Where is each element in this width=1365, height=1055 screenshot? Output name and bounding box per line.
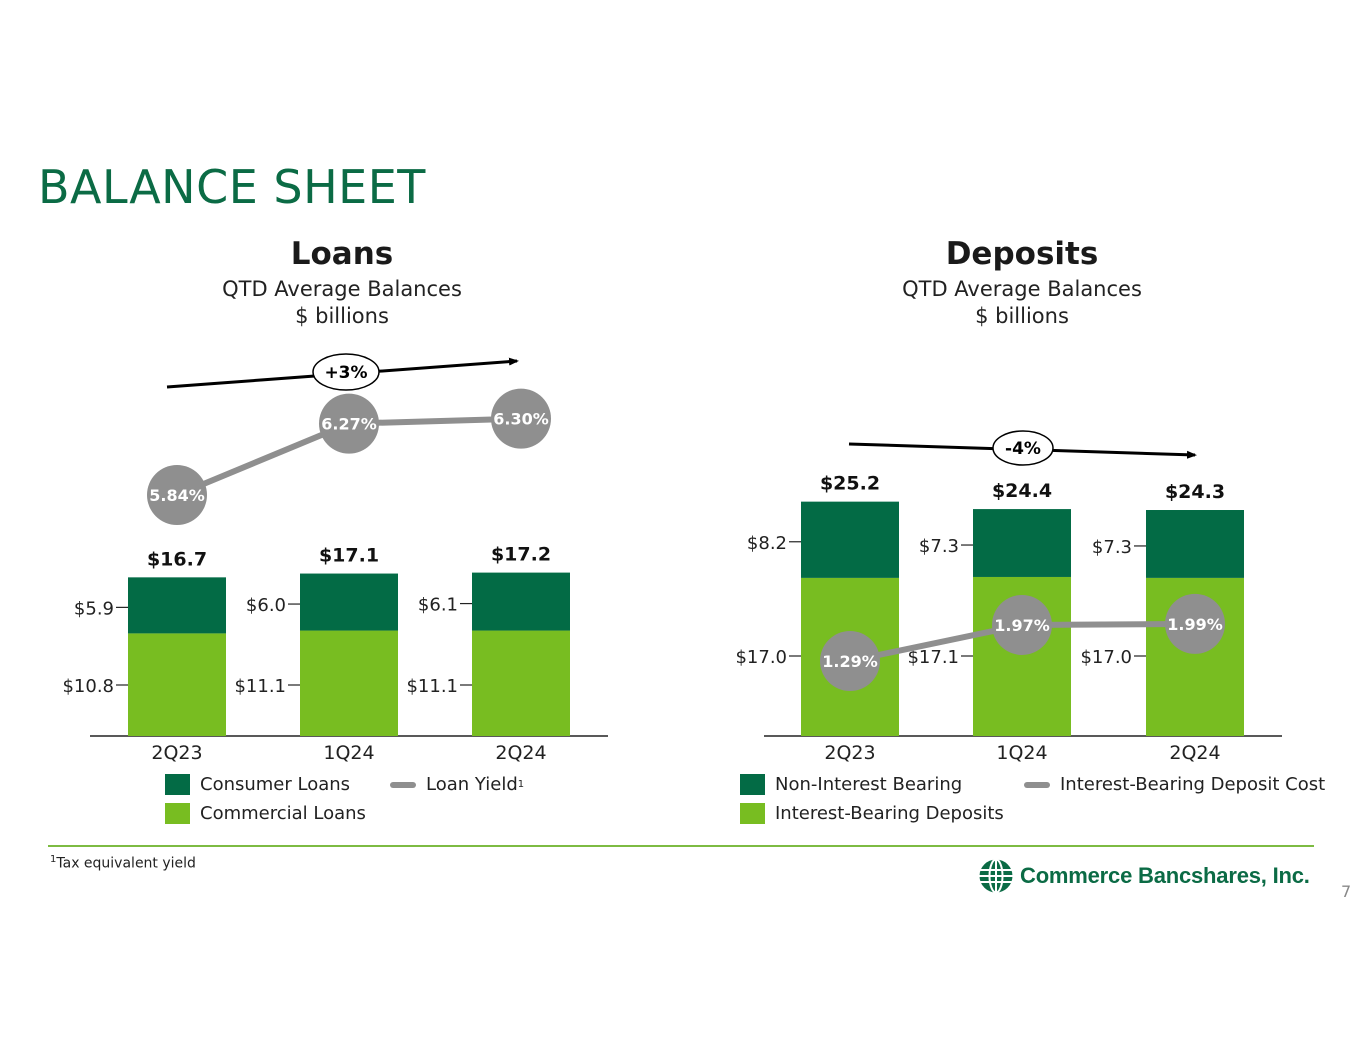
- loans-tick-label: 1Q24: [323, 742, 374, 764]
- legend-non-interest-bearing: Non-Interest Bearing: [740, 774, 962, 795]
- deposits-trend-badge: [992, 430, 1054, 466]
- deposits-bar-non-interest-bearing-1q24: [973, 509, 1071, 577]
- loans-segment-label-consumer-loans: $6.1: [418, 595, 458, 616]
- deposits-chart-header: Deposits QTD Average Balances $ billions: [812, 236, 1232, 330]
- deposits-total-label: $25.2: [820, 473, 880, 495]
- globe-icon: [979, 858, 1013, 894]
- loans-line-point-label: 6.27%: [321, 415, 377, 434]
- legend-label: Interest-Bearing Deposits: [775, 803, 1004, 824]
- deposits-line-point-label: 1.29%: [822, 652, 878, 671]
- legend-label: Consumer Loans: [200, 774, 351, 795]
- deposits-segment-label-non-interest-bearing: $8.2: [747, 533, 787, 554]
- deposits-line-point-label: 1.99%: [1167, 615, 1223, 634]
- loans-segment-label-commercial-loans: $10.8: [62, 676, 114, 697]
- loans-chart-subtitle-1: QTD Average Balances: [222, 277, 462, 301]
- footnote-marker: 1: [517, 779, 525, 790]
- consumer-loans-swatch: [165, 774, 190, 795]
- deposits-segment-label-non-interest-bearing: $7.3: [1092, 537, 1132, 558]
- loans-chart-header: Loans QTD Average Balances $ billions: [132, 236, 552, 330]
- deposits-segment-label-interest-bearing-deposits: $17.0: [1080, 647, 1132, 668]
- loans-total-label: $17.1: [319, 545, 379, 567]
- loans-chart-title: Loans: [290, 236, 394, 272]
- legend-loan-yield: Loan Yield 1: [390, 774, 524, 795]
- legend-label: Non-Interest Bearing: [775, 774, 963, 795]
- deposits-line-point: [1165, 593, 1225, 654]
- loans-line-point: [491, 388, 551, 449]
- loans-bar-commercial-loans-2q24: [472, 630, 570, 736]
- loans-segment-label-commercial-loans: $11.1: [234, 676, 286, 697]
- deposits-segment-label-interest-bearing-deposits: $17.1: [907, 647, 959, 668]
- legend-interest-bearing-deposits: Interest-Bearing Deposits: [740, 803, 1004, 824]
- page-number: 7: [1341, 882, 1352, 901]
- deposits-chart-subtitle-2: $ billions: [975, 304, 1069, 328]
- loans-line-point: [319, 393, 379, 454]
- loans-bar-commercial-loans-2q23: [128, 633, 226, 736]
- deposits-total-label: $24.4: [992, 480, 1052, 502]
- footnote-marker: 1: [50, 854, 57, 865]
- legend-consumer-loans: Consumer Loans: [165, 774, 350, 795]
- deposits-tick-label: 2Q24: [1169, 742, 1220, 764]
- loans-segment-label-consumer-loans: $5.9: [74, 598, 114, 619]
- company-name: Commerce Bancshares, Inc.: [1020, 863, 1310, 888]
- loans-bar-consumer-loans-2q23: [128, 577, 226, 634]
- loans-line-point-label: 6.30%: [493, 410, 549, 429]
- loans-line-point-label: 5.84%: [149, 486, 205, 505]
- loans-bar-consumer-loans-2q24: [472, 572, 570, 631]
- deposits-chart-title: Deposits: [945, 236, 1099, 272]
- footnote: 1Tax equivalent yield: [50, 854, 196, 872]
- deposits-tick-label: 2Q23: [824, 742, 875, 764]
- interest-bearing-deposits-swatch: [740, 803, 765, 824]
- deposits-chart-subtitle-1: QTD Average Balances: [902, 277, 1142, 301]
- loans-tick-label: 2Q24: [495, 742, 546, 764]
- loans-trend-badge: [312, 353, 380, 391]
- commercial-loans-swatch: [165, 803, 190, 824]
- loan-yield-line-swatch: [390, 781, 416, 788]
- deposits-trend-label: -4%: [1005, 439, 1041, 459]
- deposit-cost-line-swatch: [1024, 781, 1050, 788]
- loans-segment-label-commercial-loans: $11.1: [406, 676, 458, 697]
- loans-chart-subtitle-2: $ billions: [295, 304, 389, 328]
- legend-label: Loan Yield: [426, 774, 518, 795]
- loans-bar-consumer-loans-1q24: [300, 573, 398, 631]
- loans-total-label: $16.7: [147, 548, 207, 570]
- deposits-segment-label-non-interest-bearing: $7.3: [919, 536, 959, 557]
- loans-tick-label: 2Q23: [151, 742, 202, 764]
- loans-trend-label: +3%: [324, 363, 367, 383]
- deposits-tick-label: 1Q24: [996, 742, 1047, 764]
- deposits-bar-non-interest-bearing-2q23: [801, 501, 899, 578]
- loans-line-point: [147, 465, 207, 525]
- legend-commercial-loans: Commercial Loans: [165, 803, 366, 824]
- footer-divider: [48, 845, 1314, 847]
- deposits-segment-label-interest-bearing-deposits: $17.0: [735, 647, 787, 668]
- non-interest-bearing-swatch: [740, 774, 765, 795]
- loans-bar-commercial-loans-1q24: [300, 630, 398, 736]
- loans-segment-label-consumer-loans: $6.0: [246, 595, 286, 616]
- deposits-line-point: [820, 631, 880, 691]
- loans-total-label: $17.2: [491, 544, 551, 566]
- company-logo: Commerce Bancshares, Inc.: [978, 858, 1310, 894]
- deposits-line-point: [992, 594, 1052, 655]
- deposits-line-point-label: 1.97%: [994, 616, 1050, 635]
- legend-label: Interest-Bearing Deposit Cost: [1060, 774, 1326, 795]
- page-title: BALANCE SHEET: [38, 160, 426, 214]
- legend-deposit-cost: Interest-Bearing Deposit Cost: [1024, 774, 1325, 795]
- legend-label: Commercial Loans: [200, 803, 366, 824]
- deposits-bar-non-interest-bearing-2q24: [1146, 510, 1244, 578]
- deposits-total-label: $24.3: [1165, 481, 1225, 503]
- footnote-text: Tax equivalent yield: [56, 855, 196, 872]
